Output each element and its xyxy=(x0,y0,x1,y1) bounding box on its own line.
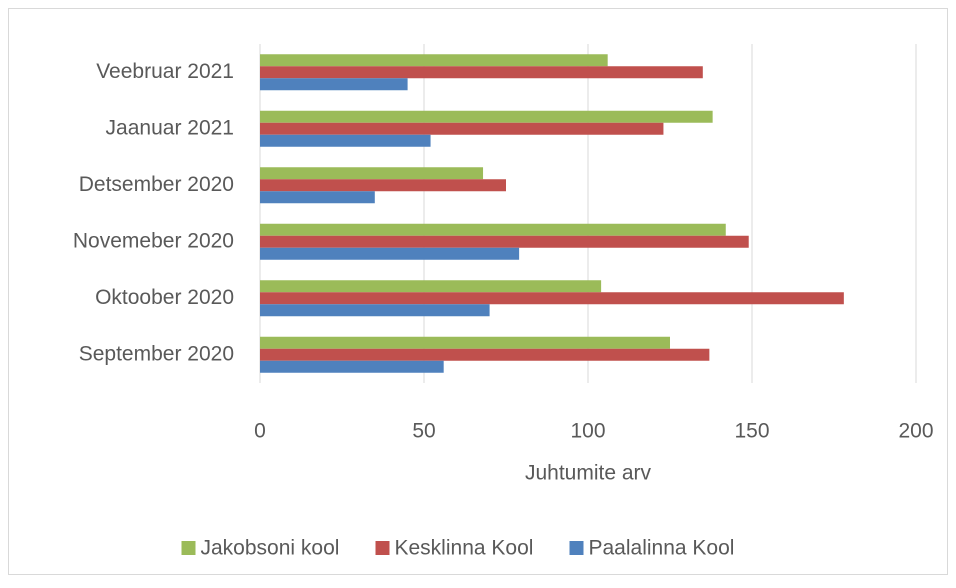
bar xyxy=(260,122,664,135)
x-tick-label: 0 xyxy=(254,420,266,443)
bar xyxy=(260,360,444,373)
bar xyxy=(260,66,703,79)
y-tick-label: Veebruar 2021 xyxy=(96,60,234,83)
bar xyxy=(260,336,670,349)
x-tick-label: 150 xyxy=(734,420,769,443)
bar xyxy=(260,110,713,123)
legend-swatch xyxy=(569,541,584,555)
legend-label: Paalalinna Kool xyxy=(589,537,735,560)
bar xyxy=(260,54,608,67)
bar xyxy=(260,134,431,147)
y-tick-label: September 2020 xyxy=(79,342,234,365)
y-tick-label: Novemeber 2020 xyxy=(73,229,234,252)
bar xyxy=(260,247,520,260)
bar xyxy=(260,304,490,317)
bar xyxy=(260,167,484,180)
bar xyxy=(260,78,408,91)
y-tick-label: Detsember 2020 xyxy=(79,173,234,196)
x-tick-label: 50 xyxy=(412,420,435,443)
bar xyxy=(260,191,375,204)
legend-label: Jakobsoni kool xyxy=(201,537,340,560)
legend-label: Kesklinna Kool xyxy=(395,537,534,560)
bar xyxy=(260,235,749,248)
legend-swatch xyxy=(181,541,196,555)
y-tick-label: Jaanuar 2021 xyxy=(106,116,234,139)
x-axis-title: Juhtumite arv xyxy=(525,462,652,485)
legend-swatch xyxy=(375,541,390,555)
bar xyxy=(260,280,602,293)
y-tick-label: Oktoober 2020 xyxy=(95,286,234,309)
bar xyxy=(260,292,844,305)
x-tick-label: 100 xyxy=(570,420,605,443)
x-tick-label: 200 xyxy=(898,420,933,443)
bar xyxy=(260,179,506,192)
bar xyxy=(260,223,726,236)
bar xyxy=(260,348,710,361)
